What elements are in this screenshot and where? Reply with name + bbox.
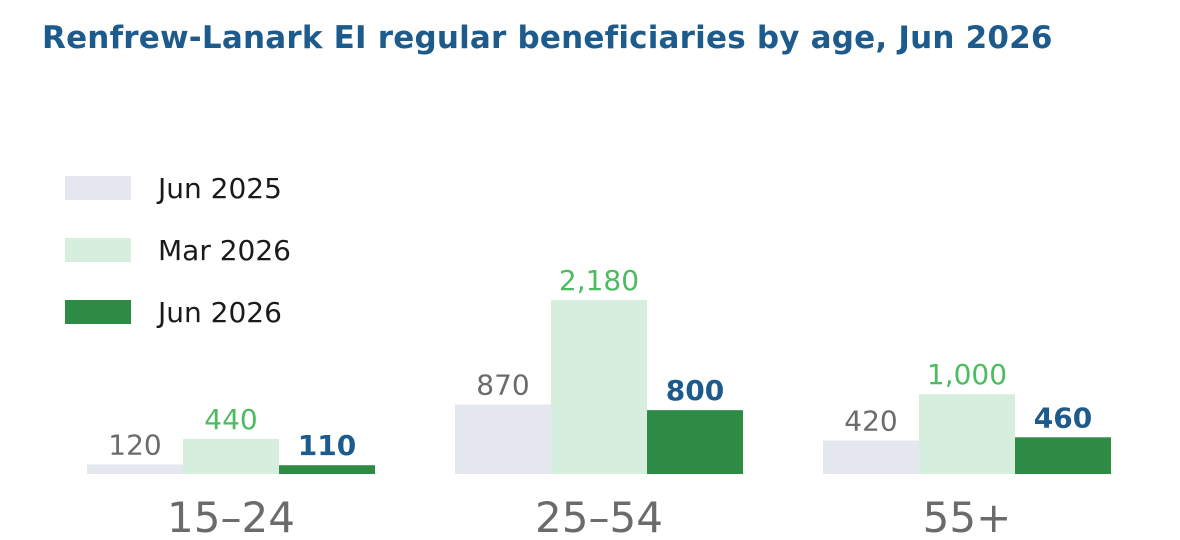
bar-3-1 [823,440,919,474]
bar-1-1 [87,464,183,474]
bar-2-1 [455,404,551,474]
legend: Jun 2025 Mar 2026 Jun 2026 [65,172,291,329]
value-label-3-1: 420 [844,404,897,437]
category-labels-group: 15–24 25–54 55+ [167,493,1011,540]
category-label-3: 55+ [923,493,1012,540]
value-label-1-1: 120 [108,428,161,461]
value-label-2-2: 2,180 [559,264,639,297]
value-label-1-2: 440 [204,403,257,436]
bar-1-3 [279,465,375,474]
legend-label-1: Jun 2025 [156,172,282,205]
value-label-3-2: 1,000 [927,358,1007,391]
legend-swatch-1 [65,176,131,200]
value-label-1-3: 110 [298,429,356,462]
legend-swatch-3 [65,300,131,324]
legend-label-3: Jun 2026 [156,296,282,329]
bar-3-2 [919,394,1015,474]
bar-2-2 [551,300,647,474]
value-label-2-1: 870 [476,369,529,402]
bars-group [87,300,1111,474]
value-label-3-3: 460 [1034,401,1092,434]
legend-label-2: Mar 2026 [158,234,291,267]
value-label-2-3: 800 [666,374,724,407]
category-label-1: 15–24 [167,493,295,540]
bar-3-3 [1015,437,1111,474]
legend-swatch-2 [65,238,131,262]
chart-title: Renfrew-Lanark EI regular beneficiaries … [42,20,1053,56]
category-label-2: 25–54 [535,493,663,540]
bar-1-2 [183,438,279,474]
value-labels-group: 120 440 110 870 2,180 800 420 1,000 460 [108,264,1092,462]
bar-2-3 [647,410,743,474]
